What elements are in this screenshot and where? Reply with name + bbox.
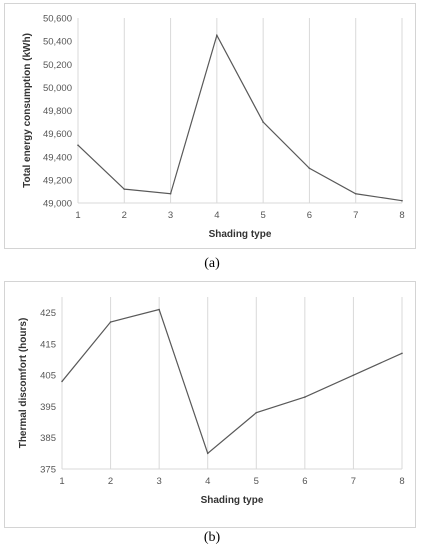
chart-a-frame [4,3,416,249]
chart-a-x-axis-title: Shading type [209,229,272,240]
chart-a-point-6 [308,167,311,170]
chart-a-point-7 [354,192,357,195]
chart-b-point-6 [304,396,306,398]
chart-b-x-tick-7: 7 [351,476,356,487]
chart-b-x-axis-title: Shading type [201,495,264,506]
chart-a-y-axis-title: Total energy consumption (kWh) [22,33,33,188]
chart-a-y-tick-49,400: 49,400 [43,152,72,163]
chart-b-y-tick-425: 425 [40,308,56,319]
chart-a-point-4 [216,34,218,37]
chart-b-x-tick-1: 1 [59,476,64,487]
chart-a-y-tick-49,800: 49,800 [43,106,72,117]
chart-a-y-tick-50,000: 50,000 [43,83,72,94]
chart-a-y-tick-50,600: 50,600 [43,14,72,25]
chart-b-y-tick-405: 405 [40,371,56,382]
chart-a-y-tick-49,200: 49,200 [43,175,72,186]
chart-b-point-7 [352,374,355,376]
chart-a-x-tick-5: 5 [260,210,265,221]
chart-a-y-tick-50,200: 50,200 [43,60,72,71]
chart-b-point-8 [401,352,403,355]
chart-b-x-tick-3: 3 [156,476,161,487]
chart-a-x-tick-7: 7 [353,210,358,221]
chart-b-x-tick-6: 6 [302,476,307,487]
chart-b-point-2 [109,321,112,323]
chart-a: 1 2 3 4 5 6 7 8 49,000 49,200 49,400 49,600 49,800 50… [22,14,405,241]
chart-b-point-5 [255,411,258,414]
chart-a-y-tick-50,400: 50,400 [43,37,72,48]
chart-b-caption: (b) [203,530,221,545]
chart-b-y-tick-385: 385 [40,433,56,444]
chart-b-y-tick-375: 375 [40,465,56,476]
chart-b-y-tick-415: 415 [40,339,56,350]
chart-a-y-tick-49,600: 49,600 [43,129,72,140]
chart-b-y-tick-395: 395 [40,402,56,413]
chart-a-x-tick-6: 6 [307,210,312,221]
chart-b-x-tick-4: 4 [205,476,210,487]
chart-b-x-tick-5: 5 [254,476,259,487]
chart-a-y-tick-49,000: 49,000 [43,199,72,210]
chart-a-x-tick-1: 1 [75,210,80,221]
chart-b-point-4 [206,452,209,455]
chart-a-x-tick-2: 2 [122,210,127,221]
chart-b-series-line [61,308,403,455]
chart-a-point-5 [262,121,264,123]
chart-a-x-tick-3: 3 [168,210,173,221]
chart-b: 1 2 3 4 5 6 7 8 375 385 395 405 415 425 Shading type Th… [18,297,405,506]
chart-a-point-2 [123,188,126,190]
chart-b-y-axis-title: Thermal discomfort (hours) [18,318,29,449]
chart-a-x-tick-4: 4 [214,210,219,221]
chart-a-point-3 [169,192,172,195]
chart-a-series-line [77,33,403,202]
chart-b-x-tick-8: 8 [399,476,404,487]
chart-b-x-tick-2: 2 [108,476,113,487]
chart-b-point-3 [158,308,160,311]
chart-b-frame [4,281,416,528]
chart-a-point-1 [77,144,79,146]
chart-a-x-tick-8: 8 [399,210,404,221]
chart-b-point-1 [61,380,63,383]
chart-a-caption: (a) [204,256,220,271]
chart-a-point-8 [401,199,403,202]
